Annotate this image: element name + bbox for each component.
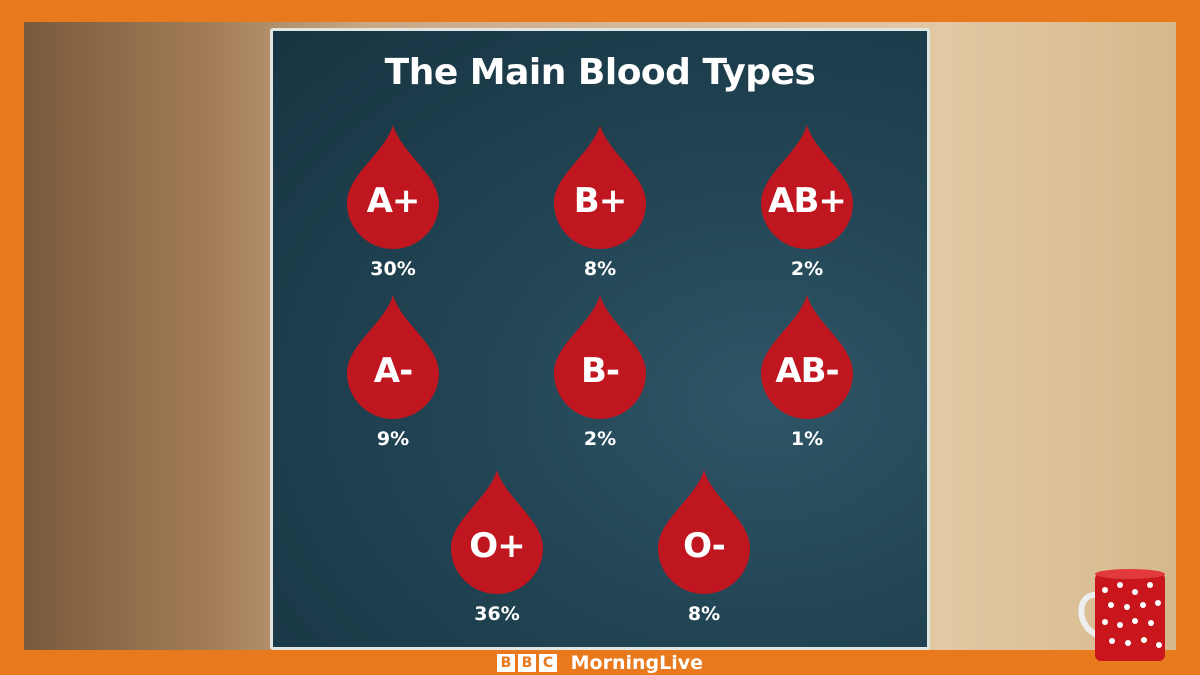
blood-drop-icon: A+ xyxy=(345,125,441,250)
blood-drop-icon: A- xyxy=(345,295,441,420)
blood-type-item: O- 8% xyxy=(644,470,764,625)
blood-drop-icon: O- xyxy=(656,470,752,595)
blood-type-percent: 2% xyxy=(790,258,824,280)
blood-type-item: O+ 36% xyxy=(437,470,557,625)
blood-type-label: A+ xyxy=(366,181,421,221)
page-title: The Main Blood Types xyxy=(384,52,816,93)
blood-drop-icon: B+ xyxy=(552,125,648,250)
blood-drop-icon: O+ xyxy=(449,470,545,595)
blood-type-item: A- 9% xyxy=(333,295,453,450)
blood-type-label: B+ xyxy=(573,181,627,221)
blood-type-item: A+ 30% xyxy=(333,125,453,280)
show-name: MorningLive xyxy=(570,651,703,674)
blood-type-label: B- xyxy=(580,351,620,391)
bbc-letter: B xyxy=(517,653,536,672)
blood-type-label: AB- xyxy=(775,351,839,391)
blood-type-percent: 30% xyxy=(370,258,416,280)
blood-type-label: O+ xyxy=(469,526,525,566)
blood-type-item: B- 2% xyxy=(540,295,660,450)
blood-drop-icon: B- xyxy=(552,295,648,420)
bbc-letter: C xyxy=(538,653,557,672)
blood-type-percent: 1% xyxy=(790,428,824,450)
mug-icon xyxy=(1078,569,1165,661)
blood-type-item: AB+ 2% xyxy=(747,125,867,280)
bbc-letter: B xyxy=(496,653,515,672)
blood-drop-icon: AB- xyxy=(759,295,855,420)
blood-type-percent: 36% xyxy=(474,603,520,625)
blood-type-label: A- xyxy=(373,351,413,391)
blood-type-percent: 8% xyxy=(583,258,617,280)
blood-drop-icon: AB+ xyxy=(759,125,855,250)
blood-type-item: B+ 8% xyxy=(540,125,660,280)
blood-type-label: O- xyxy=(683,526,726,566)
blood-type-percent: 2% xyxy=(583,428,617,450)
blood-type-percent: 8% xyxy=(687,603,721,625)
blood-type-label: AB+ xyxy=(768,181,847,221)
blood-type-percent: 9% xyxy=(376,428,410,450)
blood-type-item: AB- 1% xyxy=(747,295,867,450)
